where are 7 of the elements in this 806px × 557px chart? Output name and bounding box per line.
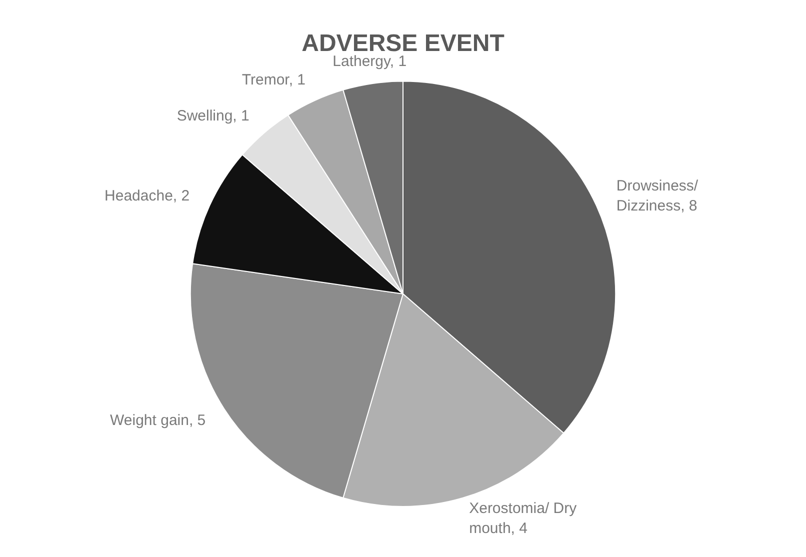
slice-label: Drowsiness/ Dizziness, 8 [616, 178, 699, 215]
slice-label: Weight gain, 5 [110, 412, 206, 429]
slice-label: Swelling, 1 [176, 108, 250, 125]
slice-label: Headache, 2 [104, 188, 190, 205]
slice-label: Xerostomia/ Dry mouth, 4 [469, 500, 578, 538]
slice-label: Lathergy, 1 [332, 52, 407, 70]
slice-label: Tremor, 1 [242, 72, 306, 89]
